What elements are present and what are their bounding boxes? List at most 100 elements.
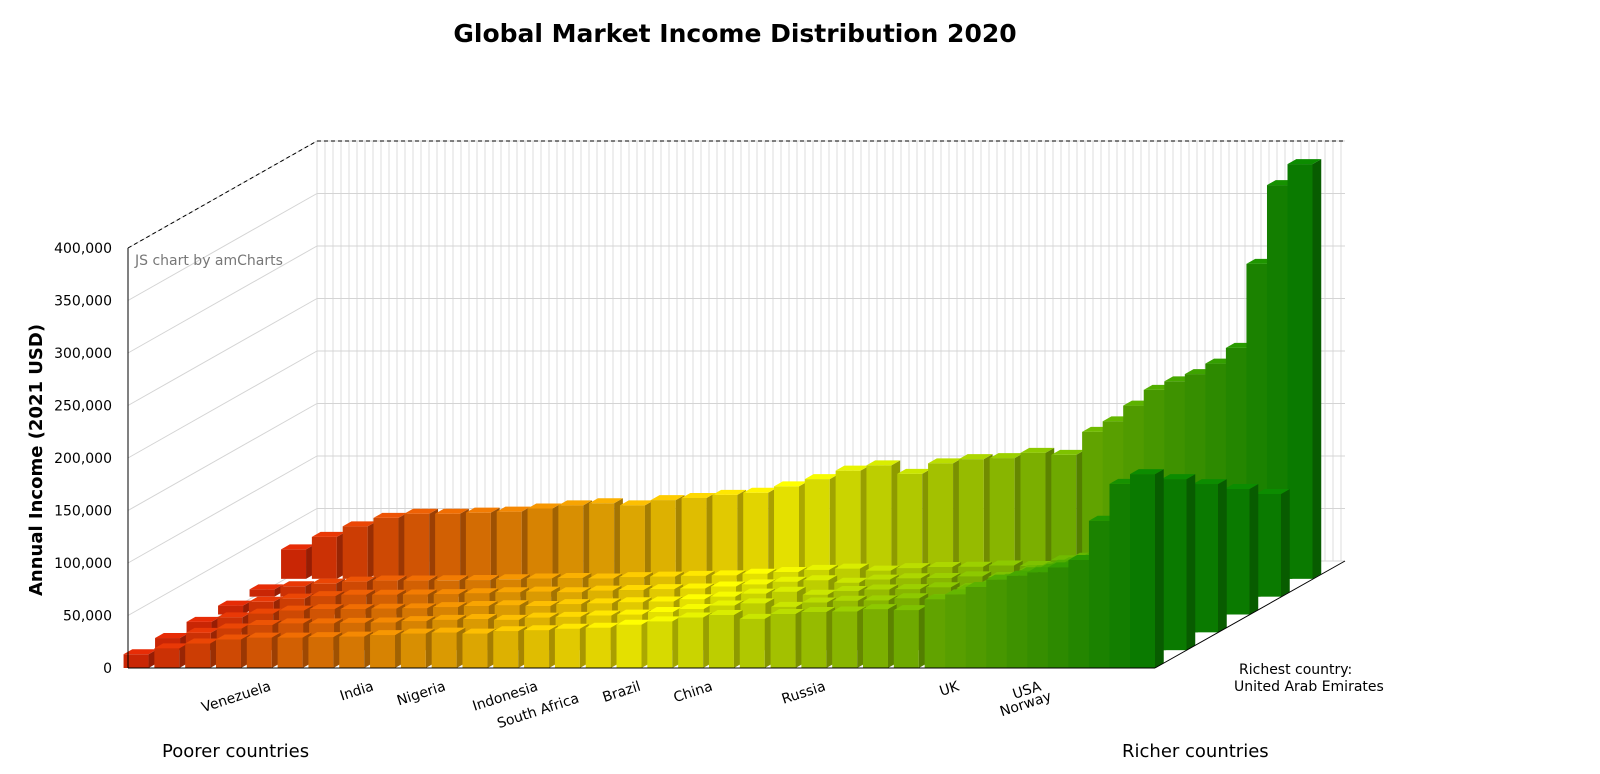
- column-top: [589, 498, 623, 504]
- footer-right-label: Richer countries: [1122, 741, 1269, 762]
- column-top: [431, 627, 466, 633]
- column-top: [1161, 474, 1196, 480]
- column-top: [308, 632, 343, 638]
- column-top: [648, 607, 682, 613]
- column-top: [771, 586, 806, 592]
- left-wall-gridline: [127, 245, 318, 354]
- column-top: [708, 609, 743, 615]
- column-front: [835, 470, 861, 579]
- column-top: [897, 468, 931, 474]
- column-top: [1130, 469, 1164, 475]
- column-front: [154, 648, 180, 668]
- column-front: [281, 549, 307, 579]
- column-front: [1224, 489, 1250, 615]
- column-side: [1249, 484, 1259, 615]
- column-front: [277, 637, 303, 668]
- column-front: [928, 463, 954, 579]
- column-side: [1281, 489, 1290, 597]
- left-wall-gridline: [127, 298, 318, 406]
- column-front: [462, 633, 488, 668]
- y-tick-label: 250,000: [54, 399, 112, 415]
- column-top: [371, 603, 406, 609]
- column-top: [988, 560, 1023, 566]
- column-top: [1256, 489, 1290, 495]
- column-front: [862, 609, 888, 668]
- column-top: [678, 612, 712, 618]
- column-top: [372, 575, 407, 581]
- column-top: [278, 618, 313, 624]
- column-top: [342, 521, 377, 527]
- column-top: [619, 500, 654, 506]
- left-wall-gridline: [127, 403, 318, 511]
- column-front: [1020, 452, 1046, 579]
- column-top: [496, 506, 531, 512]
- column-top: [277, 632, 312, 638]
- y-tick-label: 50,000: [63, 609, 112, 625]
- column-top: [494, 600, 529, 606]
- column-top: [709, 600, 744, 606]
- column-front: [989, 458, 1015, 579]
- y-tick-label: 200,000: [54, 451, 112, 467]
- column-top: [743, 487, 777, 493]
- annotation-line-1: Richest country:: [1239, 662, 1352, 678]
- y-tick-label: 400,000: [54, 241, 112, 257]
- column-top: [401, 616, 436, 622]
- chart-title: Global Market Income Distribution 2020: [453, 19, 1016, 48]
- y-tick-label: 350,000: [54, 294, 112, 310]
- chart-credit: JS chart by amCharts: [134, 253, 283, 269]
- column-front: [647, 621, 673, 668]
- column-top: [834, 563, 869, 569]
- column-front: [774, 486, 799, 579]
- column-top: [1051, 449, 1086, 455]
- y-axis-label: Annual Income (2021 USD): [26, 324, 47, 596]
- column-top: [558, 500, 593, 506]
- column-top: [554, 623, 589, 629]
- column-top: [281, 544, 315, 550]
- column-front: [431, 632, 457, 668]
- column-top: [370, 630, 404, 636]
- column-top: [774, 481, 808, 487]
- column-top: [585, 622, 620, 628]
- column-front: [619, 505, 645, 579]
- column-top: [185, 638, 219, 644]
- column-front: [866, 465, 892, 579]
- column-top: [925, 582, 960, 588]
- column-front: [678, 617, 704, 668]
- column-front: [280, 586, 306, 597]
- y-tick-label: 100,000: [54, 556, 112, 572]
- column-top: [928, 458, 962, 464]
- column-front: [739, 618, 765, 668]
- column-top: [586, 610, 621, 616]
- column-top: [711, 570, 746, 576]
- column-top: [402, 589, 437, 595]
- column-top: [587, 598, 621, 604]
- column-top: [493, 614, 528, 620]
- x-category-label: UK: [938, 678, 962, 699]
- column-front: [339, 636, 365, 668]
- column-front: [1256, 494, 1281, 597]
- column-front: [186, 621, 212, 633]
- column-top: [555, 611, 590, 617]
- column-top: [524, 625, 558, 631]
- column-front: [308, 637, 334, 668]
- column-top: [525, 601, 560, 607]
- column-top: [278, 605, 313, 611]
- column-top: [526, 586, 560, 592]
- floor-right-edge: [1154, 560, 1346, 669]
- column-top: [740, 598, 775, 604]
- column-front: [404, 513, 430, 579]
- column-top: [989, 453, 1024, 459]
- column-front: [311, 536, 337, 579]
- left-wall-gridline: [127, 508, 318, 616]
- column-top: [435, 508, 469, 514]
- column-front: [373, 517, 399, 579]
- column-top: [339, 631, 373, 637]
- column-front: [589, 503, 615, 579]
- column-top: [741, 579, 776, 585]
- column-top: [772, 576, 807, 582]
- x-category-label: Brazil: [601, 679, 643, 706]
- column-top: [556, 587, 591, 593]
- column-top: [893, 605, 928, 611]
- column-top: [279, 593, 314, 599]
- column-top: [957, 571, 992, 577]
